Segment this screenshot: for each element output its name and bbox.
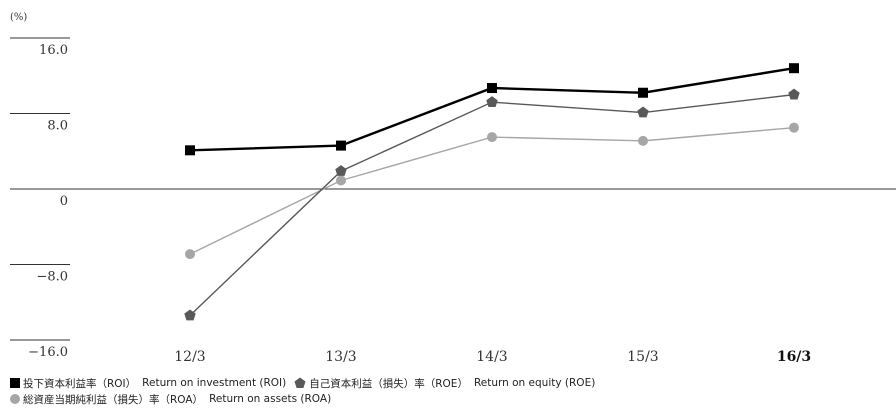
roi-point bbox=[638, 87, 648, 98]
roa-point bbox=[789, 122, 799, 133]
roa-point bbox=[638, 135, 648, 146]
legend-item-roe: 自己資本利益（損失）率（ROE） Return on equity (ROE) bbox=[294, 376, 595, 391]
roa-point bbox=[336, 175, 346, 186]
legend: 投下資本利益率（ROI） Return on investment (ROI) … bbox=[10, 375, 603, 407]
y-tick-label: 8.0 bbox=[47, 119, 68, 134]
legend-roe-en: Return on equity (ROE) bbox=[473, 377, 596, 389]
series-line-pentagon bbox=[189, 93, 795, 316]
circle-marker-icon bbox=[10, 394, 20, 404]
legend-row-2: 総資産当期純利益（損失）率（ROA） Return on assets (ROA… bbox=[10, 391, 603, 407]
y-tick-labels: 16.0 8.0 0 −8.0 −16.0 bbox=[28, 43, 68, 360]
y-tick-label: −8.0 bbox=[36, 270, 68, 285]
x-tick-label: 15/3 bbox=[627, 349, 658, 365]
roa-point bbox=[487, 132, 497, 143]
y-tick-label: 0 bbox=[60, 194, 68, 209]
legend-row-1: 投下資本利益率（ROI） Return on investment (ROI) … bbox=[10, 375, 603, 391]
series-markers bbox=[184, 63, 800, 321]
pentagon-marker-icon bbox=[294, 377, 306, 388]
y-tick-label: −16.0 bbox=[28, 345, 68, 360]
roi-point bbox=[789, 63, 799, 74]
roe-point bbox=[788, 88, 800, 100]
roe-point bbox=[335, 165, 347, 176]
roi-point bbox=[185, 145, 195, 156]
roa-point bbox=[185, 249, 195, 260]
x-tick-label: 16/3 bbox=[777, 349, 811, 365]
legend-roe-jp: 自己資本利益（損失）率（ROE） bbox=[309, 377, 468, 390]
x-tick-label: 13/3 bbox=[325, 349, 356, 365]
y-tick-label: 16.0 bbox=[39, 43, 68, 58]
roe-point bbox=[486, 96, 498, 108]
legend-roa-jp: 総資産当期純利益（損失）率（ROA） bbox=[23, 393, 204, 406]
square-marker-icon bbox=[10, 378, 20, 388]
roi-point bbox=[336, 140, 346, 151]
legend-item-roa: 総資産当期純利益（損失）率（ROA） Return on assets (ROA… bbox=[10, 392, 331, 407]
legend-roi-jp: 投下資本利益率（ROI） bbox=[23, 377, 137, 390]
roe-point bbox=[637, 106, 649, 118]
legend-roi-en: Return on investment (ROI) bbox=[142, 377, 287, 389]
roe-point bbox=[184, 309, 196, 321]
x-tick-labels: 12/3 13/3 14/3 15/3 16/3 bbox=[174, 349, 811, 365]
roi-point bbox=[487, 83, 497, 94]
y-grid-lines bbox=[10, 37, 896, 341]
x-tick-label: 12/3 bbox=[174, 349, 205, 365]
unit-label: (%) bbox=[10, 12, 27, 23]
legend-roa-en: Return on assets (ROA) bbox=[209, 393, 332, 405]
legend-item-roi: 投下資本利益率（ROI） Return on investment (ROI) bbox=[10, 376, 286, 391]
x-tick-label: 14/3 bbox=[476, 349, 507, 365]
